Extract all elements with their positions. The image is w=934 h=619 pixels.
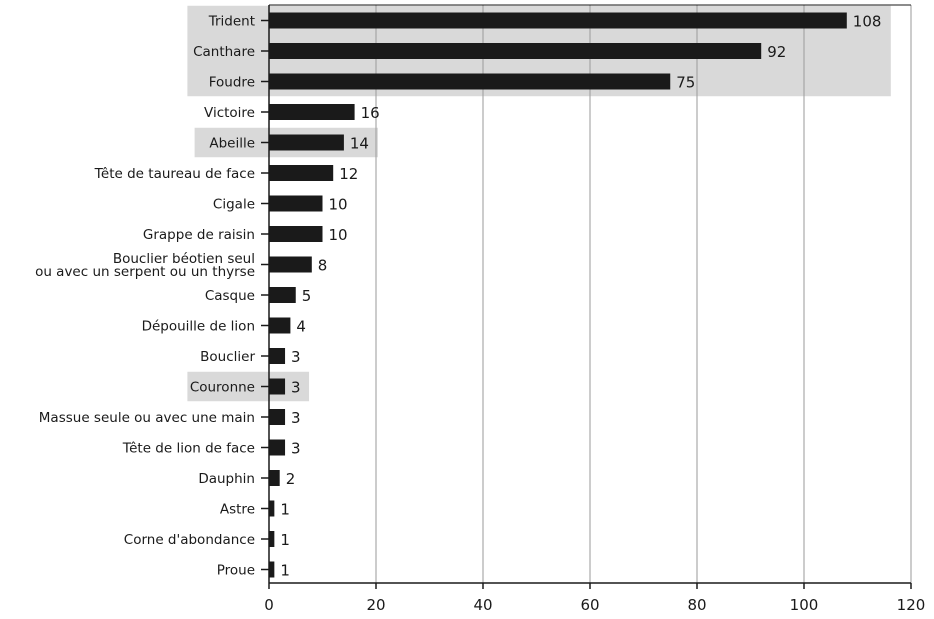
bar (269, 287, 296, 303)
bar (269, 134, 344, 151)
bar (269, 226, 323, 242)
value-label: 8 (318, 257, 328, 275)
value-label: 10 (329, 196, 348, 214)
category-label: Dépouille de lion (142, 319, 255, 335)
bar (269, 43, 762, 59)
value-label: 1 (280, 531, 290, 549)
category-label: Astre (220, 502, 255, 518)
bars (269, 12, 847, 578)
category-label: Couronne (190, 380, 255, 396)
category-label: Foudre (209, 75, 255, 91)
axes (261, 4, 912, 589)
category-label: Trident (208, 14, 255, 30)
x-tick-label: 120 (897, 596, 926, 614)
value-label: 14 (350, 135, 369, 153)
x-tick-label: 80 (687, 596, 706, 614)
bar (269, 256, 312, 273)
bar (269, 317, 291, 334)
bar (269, 73, 671, 90)
category-label: Massue seule ou avec une main (39, 410, 255, 426)
bar (269, 470, 280, 486)
category-label: Bouclier béotien seul ou avec un serpent … (35, 251, 255, 280)
category-label: Grappe de raisin (143, 227, 255, 243)
value-label: 3 (291, 348, 301, 366)
value-label: 12 (339, 165, 358, 183)
value-label: 16 (361, 104, 380, 122)
x-tick-label: 100 (790, 596, 819, 614)
category-label: Corne d'abondance (124, 532, 255, 548)
bar (269, 439, 286, 456)
value-label: 2 (286, 470, 296, 488)
value-label: 108 (853, 13, 882, 31)
x-tick-label: 40 (473, 596, 492, 614)
value-label: 92 (767, 43, 786, 61)
x-tick-label: 60 (580, 596, 599, 614)
category-label: Tête de lion de face (122, 441, 255, 457)
bar (269, 409, 286, 425)
x-tick-label: 0 (264, 596, 274, 614)
category-label: Abeille (209, 136, 255, 152)
bar (269, 165, 334, 181)
category-label: Victoire (204, 105, 255, 121)
category-label: Tête de taureau de face (94, 166, 255, 182)
value-label: 1 (280, 562, 290, 580)
value-label: 10 (329, 226, 348, 244)
bar (269, 195, 323, 212)
highlight-band (187, 371, 310, 402)
value-label: 75 (676, 74, 695, 92)
value-label: 5 (302, 287, 312, 305)
bar (269, 378, 286, 395)
x-tick-label: 20 (366, 596, 385, 614)
bar (269, 561, 275, 578)
value-label: 1 (280, 501, 290, 519)
value-label: 3 (291, 379, 301, 397)
bar (269, 531, 275, 547)
category-label: Casque (205, 288, 255, 304)
category-label: Canthare (193, 44, 255, 60)
value-label: 4 (296, 318, 306, 336)
category-label: Bouclier (200, 349, 255, 365)
value-label: 3 (291, 409, 301, 427)
bar (269, 12, 847, 29)
category-label: Cigale (213, 197, 255, 213)
bar (269, 104, 355, 120)
bar (269, 348, 286, 364)
bar (269, 500, 275, 517)
category-label: Dauphin (198, 471, 255, 487)
value-label: 3 (291, 440, 301, 458)
category-label: Proue (217, 563, 255, 579)
grid-lines (375, 5, 912, 583)
